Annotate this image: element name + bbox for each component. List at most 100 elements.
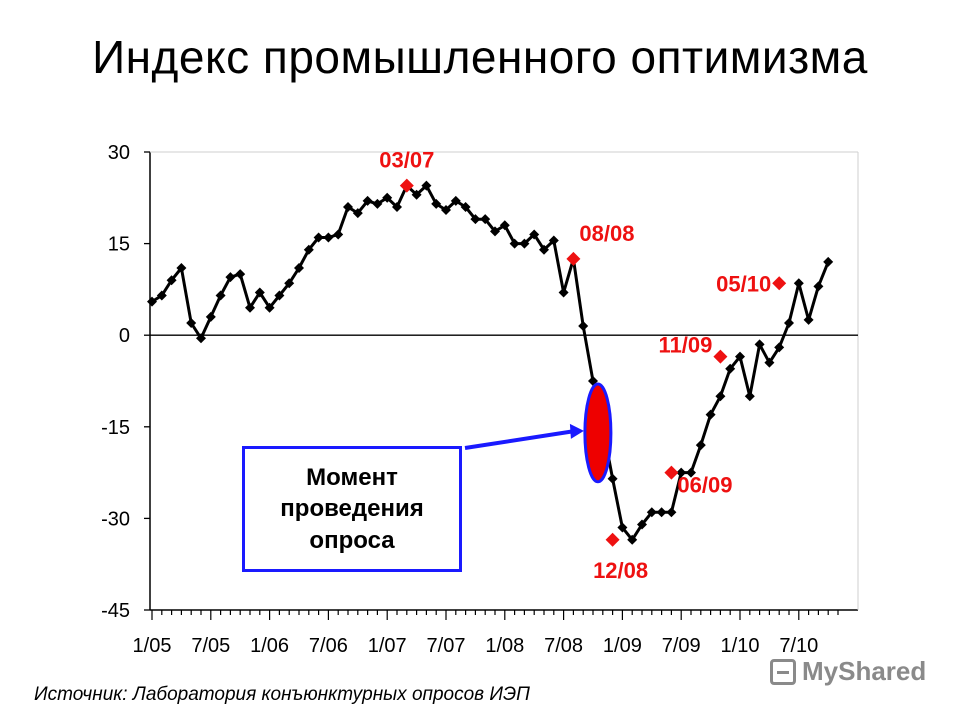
data-point — [264, 302, 275, 313]
data-point — [490, 226, 500, 237]
series-layer — [147, 180, 834, 545]
data-point — [156, 290, 167, 301]
data-point — [646, 507, 657, 518]
x-tick-label: 7/06 — [309, 635, 348, 657]
data-point — [558, 287, 569, 298]
data-point — [215, 290, 226, 301]
data-point — [725, 363, 736, 374]
source-note: Источник: Лаборатория конъюнктурных опро… — [34, 684, 530, 705]
y-tick-label: 15 — [108, 234, 130, 256]
survey-moment-callout: Момент проведения опроса — [242, 446, 462, 572]
y-tick-label: 0 — [119, 325, 130, 347]
data-point — [196, 333, 206, 344]
data-point — [411, 189, 422, 200]
data-point — [274, 290, 285, 301]
data-point — [793, 278, 804, 289]
callout-text: Момент проведения опроса — [280, 464, 424, 554]
data-point — [813, 281, 824, 292]
data-point — [774, 342, 785, 353]
point-label: 06/09 — [677, 473, 732, 498]
data-point — [705, 409, 716, 420]
data-point — [519, 238, 530, 249]
data-point — [578, 321, 589, 332]
data-point — [333, 229, 344, 240]
y-tick-label: -30 — [101, 508, 130, 530]
data-point — [617, 522, 628, 533]
data-point — [735, 351, 745, 362]
data-point — [607, 473, 618, 484]
data-point — [676, 467, 687, 478]
data-point — [754, 339, 765, 350]
data-point — [205, 311, 216, 322]
point-label: 05/10 — [716, 271, 771, 296]
data-point — [744, 391, 755, 402]
point-label: 11/09 — [659, 333, 713, 358]
data-point — [715, 391, 726, 402]
data-point — [627, 534, 638, 545]
y-tick-label: 30 — [108, 142, 130, 164]
data-point — [656, 507, 667, 518]
data-point — [176, 263, 187, 274]
data-point — [460, 201, 471, 212]
highlighted-point — [772, 276, 787, 291]
data-point — [362, 195, 373, 206]
data-point — [147, 296, 157, 307]
data-point — [382, 192, 393, 203]
annotation-layer — [464, 382, 613, 484]
y-tick-label: -45 — [101, 600, 130, 622]
data-point — [254, 287, 265, 298]
axes-layer: 30 15 0 -15 -30 -451/05 7/05 1/06 7/06 1/07 7/07 1/… — [101, 142, 859, 657]
data-point — [392, 201, 402, 212]
data-point — [686, 467, 696, 478]
data-point — [450, 195, 461, 206]
data-point — [470, 214, 481, 225]
x-tick-label: 1/06 — [250, 635, 289, 657]
data-point — [548, 235, 559, 246]
x-tick-label: 1/05 — [133, 635, 172, 657]
data-point — [235, 269, 246, 280]
survey-period-ellipse — [583, 382, 613, 484]
point-label: 03/07 — [379, 148, 434, 173]
watermark-logo: MyShared — [770, 656, 926, 687]
point-label: 08/08 — [579, 221, 634, 246]
highlighted-point — [713, 349, 728, 364]
data-point — [480, 214, 491, 225]
data-point — [284, 278, 295, 289]
data-point — [499, 220, 510, 231]
x-tick-label: 1/09 — [603, 635, 642, 657]
x-tick-label: 1/10 — [721, 635, 760, 657]
data-point — [529, 229, 540, 240]
data-point — [372, 198, 383, 209]
series-line — [151, 184, 830, 542]
x-tick-label: 7/09 — [662, 635, 701, 657]
data-point — [823, 256, 834, 267]
data-point — [186, 317, 197, 328]
data-point — [539, 244, 549, 255]
data-point — [421, 180, 432, 191]
highlighted-point — [664, 465, 679, 480]
data-point — [323, 232, 334, 243]
x-tick-label: 1/07 — [368, 635, 407, 657]
data-point — [294, 263, 304, 274]
highlight-layer: 03/07 08/08 12/08 06/09 11/09 05/10 — [379, 148, 787, 583]
data-point — [441, 205, 451, 216]
data-point — [303, 244, 314, 255]
highlighted-point — [399, 178, 414, 193]
x-tick-label: 7/07 — [427, 635, 466, 657]
data-point — [509, 238, 520, 249]
data-point — [803, 314, 814, 325]
highlighted-point — [566, 251, 581, 266]
data-point — [666, 507, 677, 518]
x-tick-label: 7/08 — [544, 635, 583, 657]
data-point — [245, 302, 255, 313]
x-tick-label: 1/08 — [485, 635, 524, 657]
data-point — [225, 272, 236, 283]
x-tick-label: 7/10 — [779, 635, 818, 657]
data-point — [764, 357, 775, 368]
data-point — [695, 440, 706, 451]
data-point — [166, 275, 177, 286]
callout-arrow — [464, 428, 577, 450]
slide-title: Индекс промышленного оптимизма — [92, 31, 868, 83]
data-point — [313, 232, 324, 243]
